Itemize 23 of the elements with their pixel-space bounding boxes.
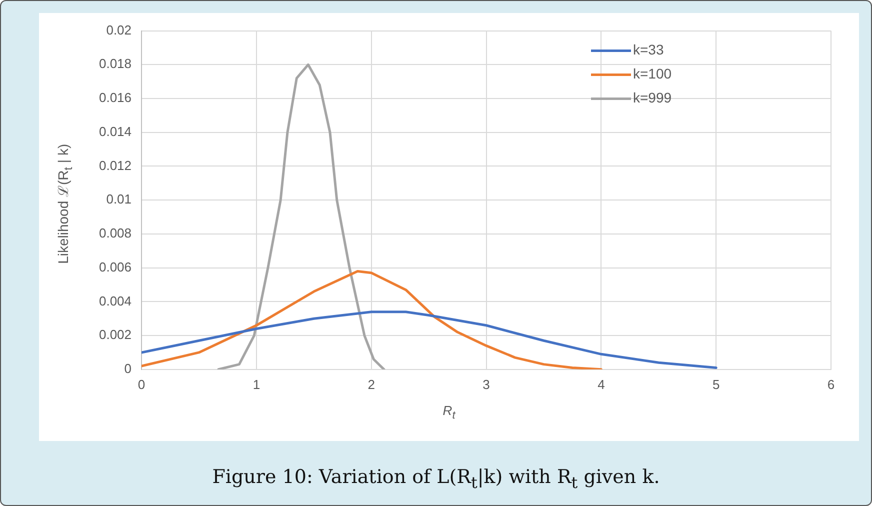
x-tick-label: 1 xyxy=(252,376,260,392)
y-tick-label: 0 xyxy=(124,360,132,376)
y-tick-label: 0.004 xyxy=(98,293,132,308)
y-tick-label: 0.016 xyxy=(98,90,132,106)
x-tick-label: 0 xyxy=(138,376,146,392)
y-tick-label: 0.006 xyxy=(98,259,132,274)
x-tick-label: 3 xyxy=(482,376,490,392)
x-tick-label: 2 xyxy=(368,376,375,392)
y-tick-label: 0.008 xyxy=(98,226,132,241)
y-tick-label: 0.02 xyxy=(106,22,132,38)
x-axis-title: R$_{t}$ xyxy=(442,403,456,422)
text: Figure 10: Variation of L(R$_{t}$|k) with R$_{t}$ given k. xyxy=(211,466,661,492)
y-tick-label: 0.01 xyxy=(106,192,132,207)
legend-label: k=999 xyxy=(633,90,672,106)
y-tick-label: 0.002 xyxy=(98,327,132,342)
x-tick-label: 5 xyxy=(712,376,720,392)
legend-label: k=33 xyxy=(633,42,664,58)
y-tick-label: 0.012 xyxy=(98,158,132,173)
y-tick-label: 0.014 xyxy=(98,124,132,139)
x-tick-label: 4 xyxy=(598,376,605,392)
x-tick-label: 6 xyxy=(827,376,835,392)
legend-label: k=100 xyxy=(633,66,672,82)
y-tick-label: 0.018 xyxy=(98,56,132,72)
